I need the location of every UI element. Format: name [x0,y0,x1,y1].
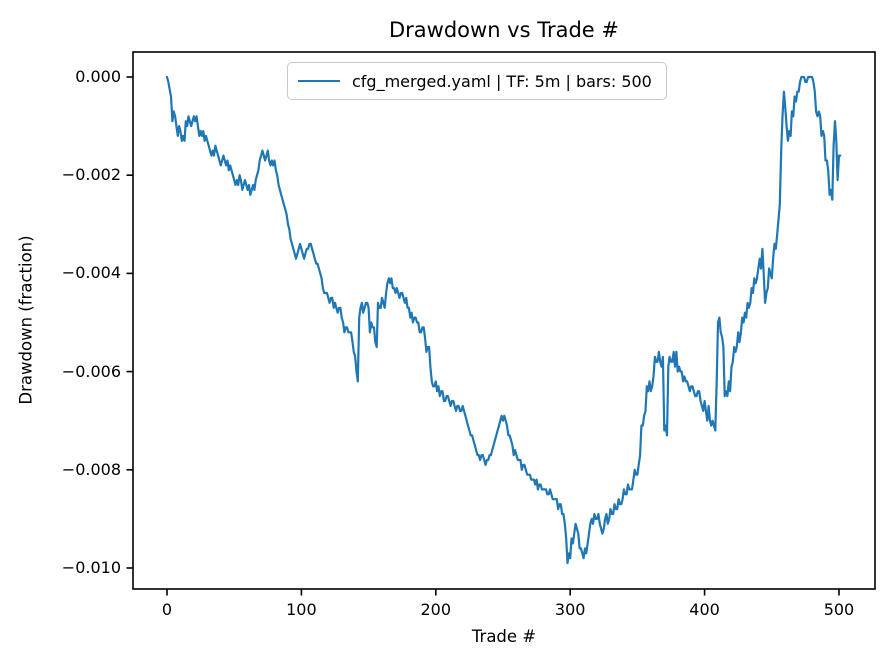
y-axis-label: Drawdown (fraction) [16,235,36,405]
axis-tick-marks [126,76,840,596]
legend-label: cfg_merged.yaml | TF: 5m | bars: 500 [352,71,652,91]
x-tick-label: 300 [554,600,586,619]
x-tick-label: 0 [161,600,173,619]
chart-title: Drawdown vs Trade # [389,18,619,42]
y-tick-label: −0.008 [61,459,121,479]
legend-line-sample-icon [298,79,340,83]
y-tick-label: −0.006 [61,361,121,381]
x-tick-label: 200 [420,600,452,619]
x-tick-label: 400 [689,600,720,619]
y-tick-label: −0.004 [61,263,121,283]
y-tick-label: 0.000 [75,66,121,86]
axes-frame [132,51,876,590]
legend: cfg_merged.yaml | TF: 5m | bars: 500 [287,62,667,100]
x-tick-label: 100 [286,600,317,619]
x-tick-label: 500 [823,600,855,619]
drawdown-line [165,75,842,565]
y-tick-label: −0.002 [61,165,121,185]
y-tick-label: −0.010 [61,557,121,577]
x-axis-label: Trade # [471,627,537,646]
